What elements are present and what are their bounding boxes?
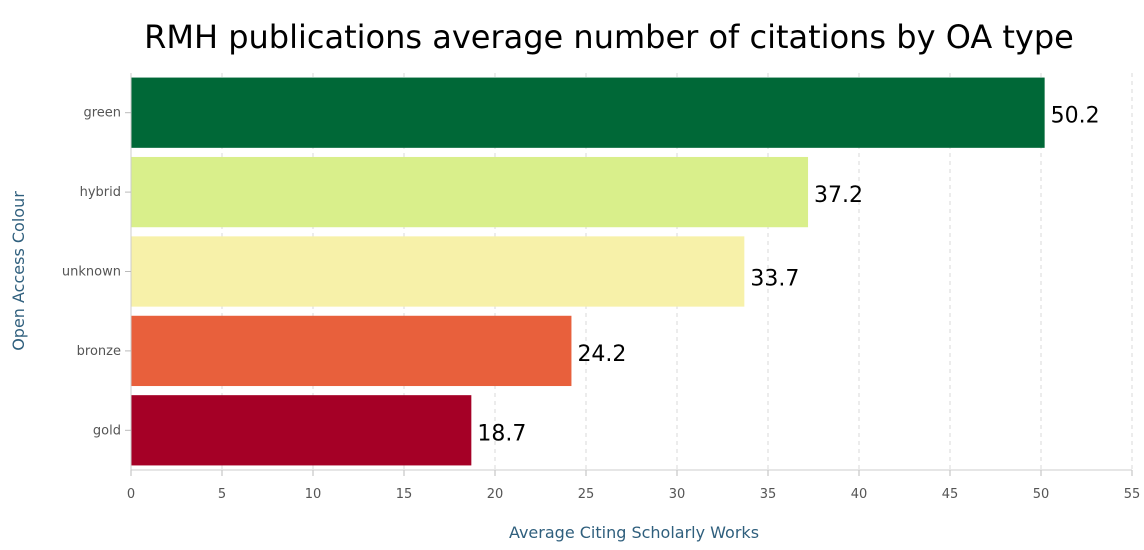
x-tick-label: 20 [487, 487, 504, 502]
x-tick-label: 25 [578, 487, 595, 502]
data-label: 33.7 [750, 267, 799, 292]
data-label: 37.2 [814, 183, 863, 208]
data-label: 50.2 [1051, 104, 1100, 129]
x-tick-label: 45 [942, 487, 959, 502]
x-tick-label: 15 [396, 487, 413, 502]
x-tick-label: 40 [851, 487, 868, 502]
bars: 50.2 37.2 33.7 24.2 18.7 [131, 77, 1100, 466]
x-tick-label: 35 [760, 487, 777, 502]
data-label: 18.7 [477, 421, 526, 446]
category-label: bronze [77, 344, 121, 359]
x-tick-label: 50 [1033, 487, 1050, 502]
x-tick-label: 30 [669, 487, 686, 502]
bar-bronze [131, 315, 572, 387]
chart-title: RMH publications average number of citat… [144, 18, 1074, 56]
category-label: hybrid [80, 185, 121, 200]
x-tick-label: 55 [1124, 487, 1141, 502]
category-label: green [83, 106, 121, 121]
category-label: unknown [62, 265, 121, 280]
bar-gold [131, 395, 472, 466]
y-axis-title: Open Access Colour [9, 191, 28, 351]
data-label: 24.2 [577, 342, 626, 367]
x-tick-label: 10 [305, 487, 322, 502]
x-axis-title: Average Citing Scholarly Works [509, 523, 759, 542]
bar-unknown [131, 236, 745, 307]
bar-hybrid [131, 156, 809, 228]
bar-green [131, 77, 1045, 148]
axes: 0 5 10 15 20 25 30 35 40 45 50 55 green hybrid unknown… [62, 73, 1140, 502]
category-label: gold [93, 423, 121, 438]
x-tick-label: 0 [127, 487, 135, 502]
x-tick-label: 5 [218, 487, 226, 502]
